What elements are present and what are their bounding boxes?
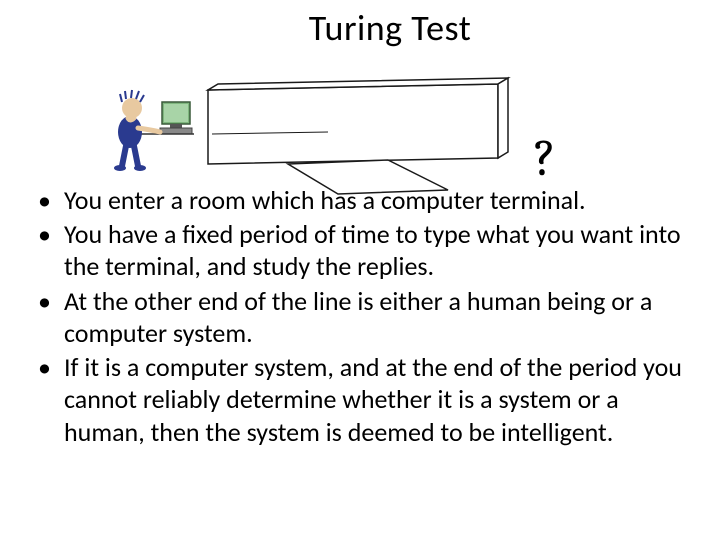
bullet-text: If it is a computer system, and at the e… bbox=[64, 351, 682, 447]
bullet-text: At the other end of the line is either a… bbox=[64, 285, 652, 349]
bullet-text: You enter a room which has a computer te… bbox=[64, 184, 586, 216]
person-at-terminal-icon bbox=[104, 88, 196, 179]
slide-title: Turing Test bbox=[60, 6, 720, 50]
question-mark: ? bbox=[534, 128, 556, 188]
illustration-row: ? bbox=[0, 58, 720, 178]
bullet-text: You have a fixed period of time to type … bbox=[64, 218, 681, 282]
slide: Turing Test bbox=[0, 6, 720, 546]
bullet-list: You enter a room which has a computer te… bbox=[36, 184, 690, 448]
list-item: If it is a computer system, and at the e… bbox=[36, 351, 690, 448]
list-item: At the other end of the line is either a… bbox=[36, 285, 690, 349]
list-item: You have a fixed period of time to type … bbox=[36, 218, 690, 282]
list-item: You enter a room which has a computer te… bbox=[36, 184, 690, 216]
